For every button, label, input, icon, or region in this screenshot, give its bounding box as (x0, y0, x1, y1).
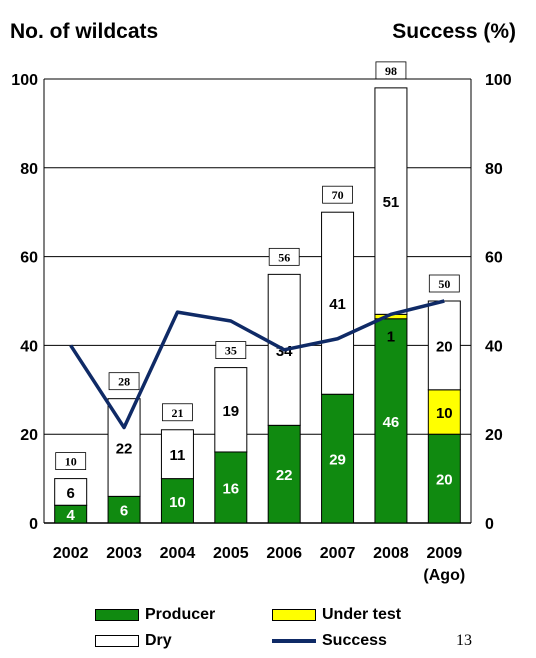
x-tick-label: 2005 (213, 545, 249, 562)
total-box (375, 61, 407, 80)
total-label: 21 (171, 406, 183, 420)
bar-producer (107, 495, 141, 524)
x-tick-label: 2006 (266, 545, 302, 562)
y-axis-title-right: Success (%) (392, 20, 516, 43)
y-tick-label: 60 (20, 250, 38, 267)
success-line (69, 299, 445, 430)
total-box (162, 403, 193, 422)
total-label: 56 (278, 250, 290, 264)
y2-tick-label: 80 (485, 161, 503, 178)
data-label-dry: 11 (170, 447, 186, 464)
legend-producer-label: Producer (145, 606, 216, 623)
total-box (55, 452, 87, 471)
data-label-producer: 22 (276, 467, 293, 484)
x-tick-label: 2004 (160, 545, 196, 562)
bar-producer (374, 318, 408, 524)
y-tick-label: 0 (29, 516, 38, 533)
data-label-dry: 22 (116, 441, 133, 458)
data-label-producer: 6 (120, 503, 128, 520)
y2-tick-label: 100 (485, 72, 512, 89)
bar-dry (160, 429, 194, 480)
x-tick-label: 2008 (373, 545, 409, 562)
total-label: 10 (65, 455, 77, 469)
y2-tick-label: 40 (485, 338, 503, 355)
bar-producer (427, 433, 461, 524)
data-label-producer: 29 (329, 452, 346, 469)
y-tick-label: 40 (20, 338, 38, 355)
data-label-dry: 51 (383, 194, 400, 211)
data-label-dry: 6 (67, 485, 75, 502)
bar-producer (321, 393, 355, 524)
legend-under-test-label: Under test (322, 606, 402, 623)
page-number: 13 (456, 632, 472, 649)
data-label-producer: 4 (67, 507, 76, 524)
total-box (215, 341, 247, 360)
bar-producer (267, 424, 301, 524)
total-label: 70 (332, 188, 344, 202)
x-tick-sublabel: (Ago) (423, 567, 465, 584)
data-label-producer: 16 (222, 480, 239, 497)
data-label-dry: 19 (222, 403, 239, 420)
data-label-dry: 41 (329, 296, 346, 313)
total-label: 28 (118, 375, 130, 389)
legend-dry: Dry (95, 632, 172, 650)
data-label-producer: 10 (169, 494, 186, 511)
legend-dry-label: Dry (145, 632, 172, 649)
x-tick-label: 2002 (53, 545, 89, 562)
bar-producer (214, 451, 248, 524)
data-label-dry: 20 (436, 338, 453, 355)
bar-dry (54, 478, 88, 506)
bar-dry (107, 398, 141, 497)
x-tick-label: 2007 (320, 545, 356, 562)
y2-tick-label: 0 (485, 516, 494, 533)
bar-producer (160, 478, 194, 524)
data-label-under-test: 10 (436, 405, 453, 422)
total-box (428, 274, 460, 293)
legend-success: Success (272, 632, 387, 650)
data-label-producer: 20 (436, 472, 453, 489)
y-tick-label: 80 (20, 161, 38, 178)
bar-dry (427, 300, 461, 391)
legend-producer: Producer (95, 606, 215, 624)
data-label-producer: 46 (383, 414, 400, 431)
total-box (108, 372, 140, 391)
legend-producer-swatch (95, 609, 139, 621)
y2-tick-label: 20 (485, 427, 503, 444)
y2-tick-label: 60 (485, 250, 503, 267)
bar-dry (321, 211, 355, 395)
y-tick-label: 100 (11, 72, 38, 89)
x-tick-label: 2003 (106, 545, 142, 562)
data-label-under-test: 1 (387, 328, 395, 345)
bar-dry (267, 273, 301, 426)
legend-under-test-swatch (272, 609, 316, 621)
y-tick-label: 20 (20, 427, 38, 444)
y-axis-title-left: No. of wildcats (10, 20, 159, 43)
legend-success-label: Success (322, 632, 387, 649)
bar-dry (214, 367, 248, 453)
total-label: 35 (225, 344, 237, 358)
total-box (322, 185, 353, 204)
legend-dry-swatch (95, 635, 139, 647)
x-tick-label: 2009 (427, 545, 463, 562)
total-label: 98 (385, 64, 397, 78)
legend-under-test: Under test (272, 606, 401, 624)
legend-success-swatch (272, 639, 316, 643)
total-label: 50 (438, 277, 450, 291)
total-box (268, 247, 300, 266)
